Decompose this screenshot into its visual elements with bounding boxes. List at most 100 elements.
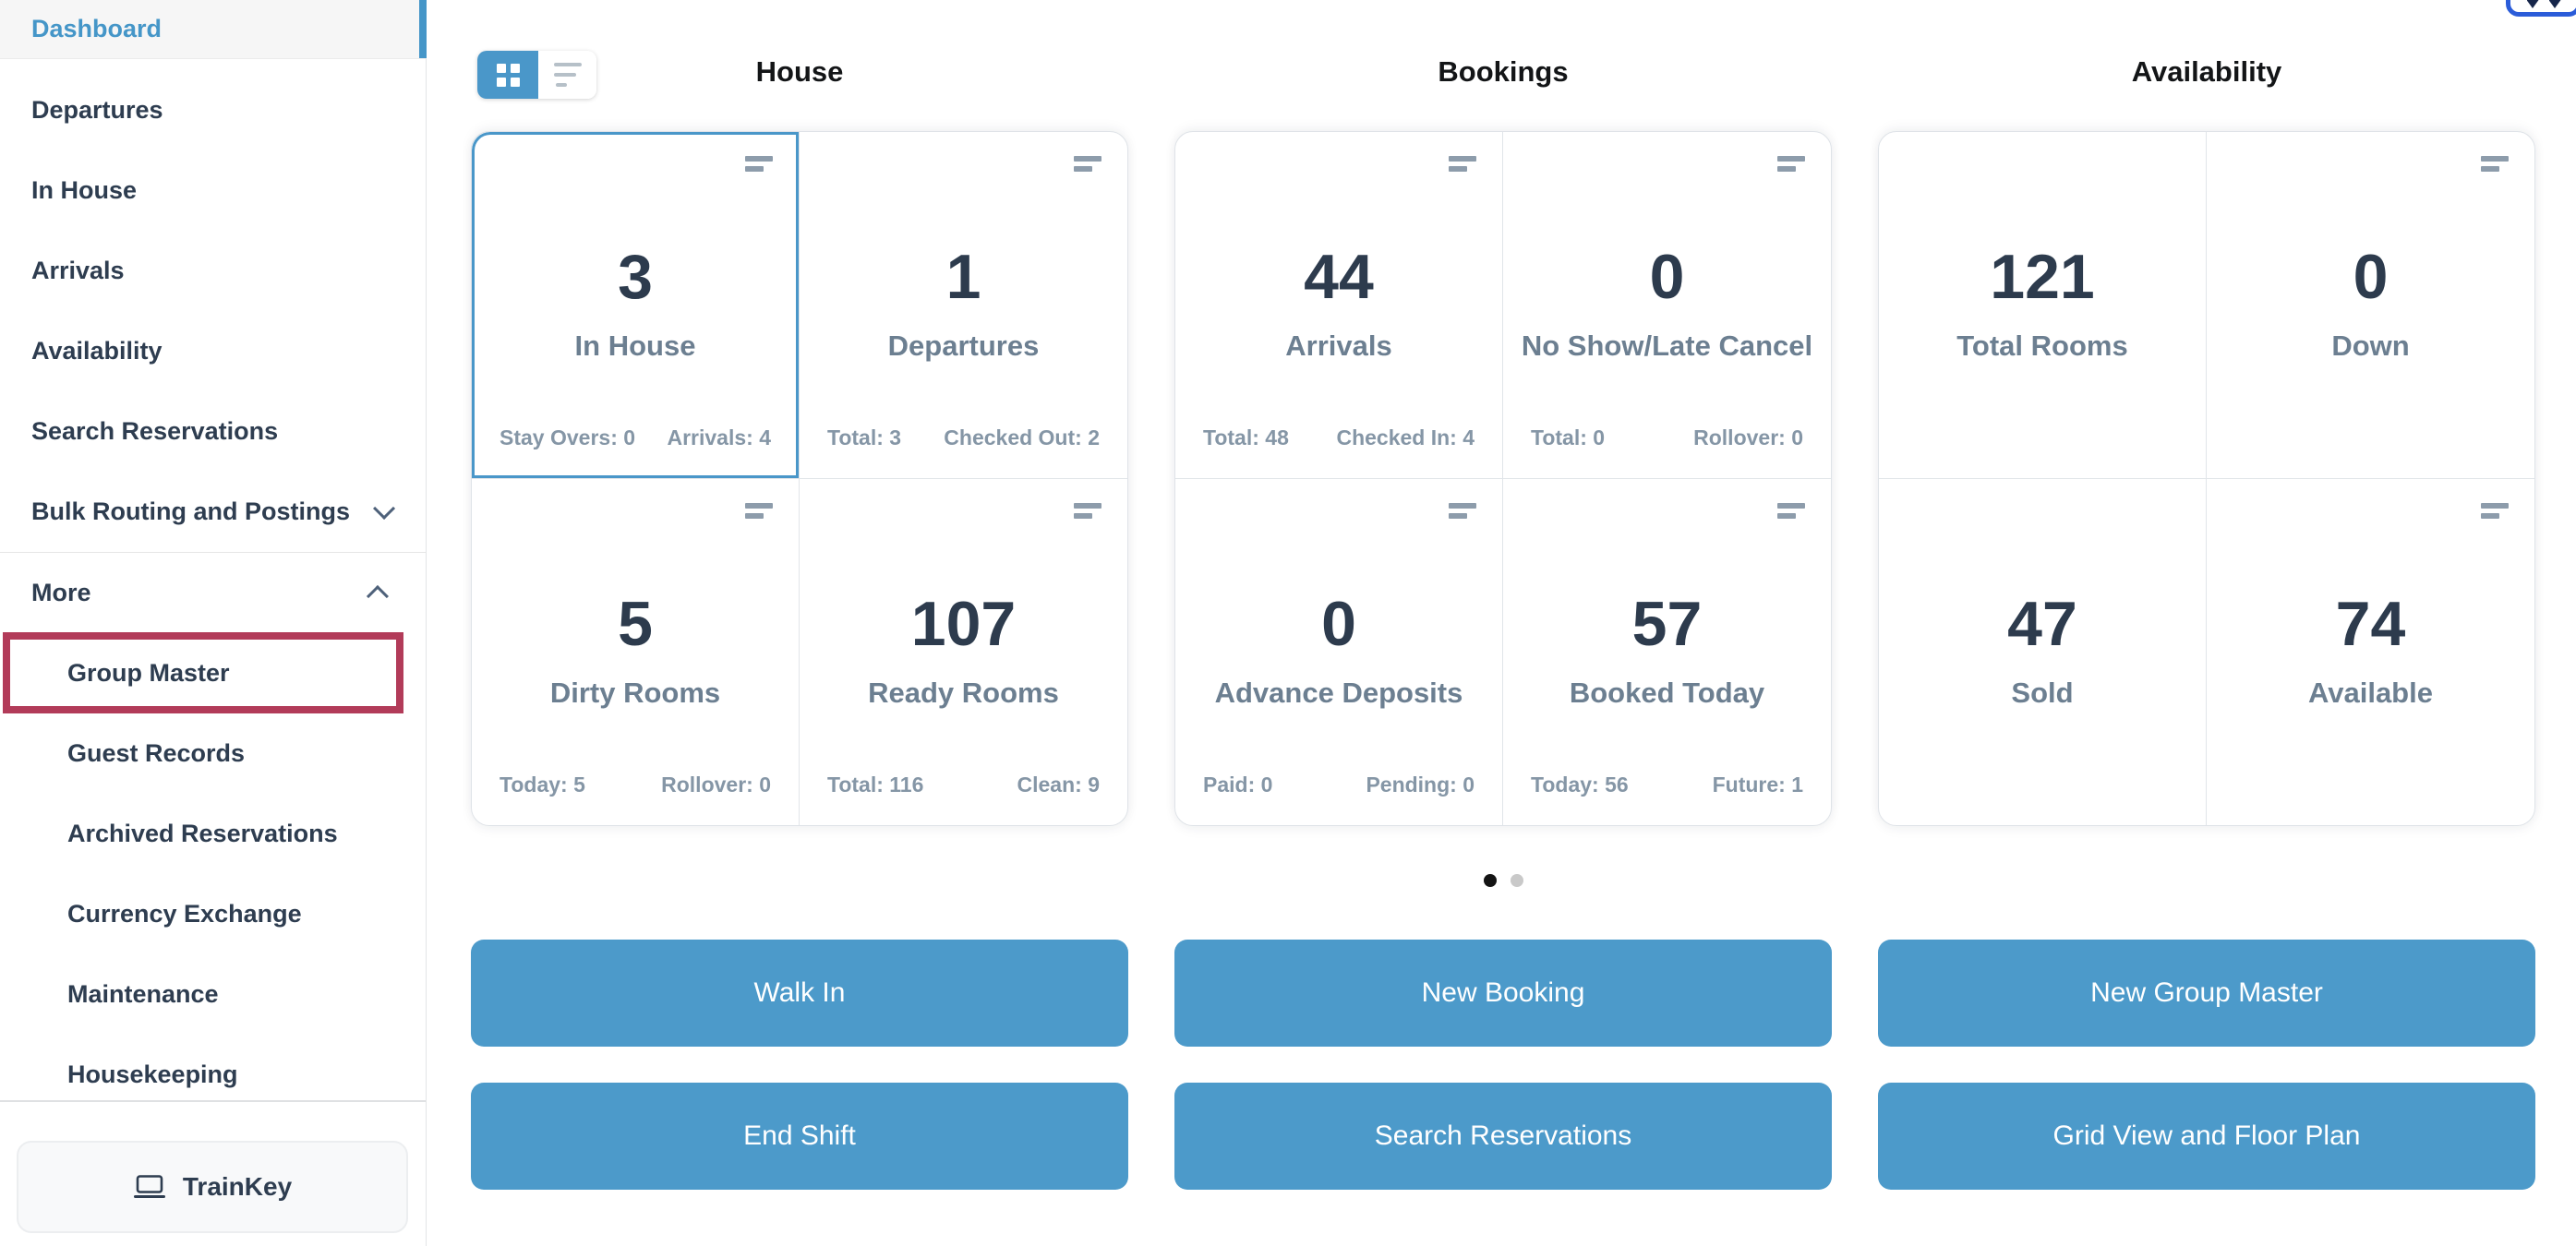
stat-footer-right: Checked In: 4 [1336,425,1475,449]
stats-lines-icon[interactable] [1777,502,1805,519]
stat-footer: Today: 5 Rollover: 0 [500,773,771,797]
sidebar-item-label: In House [31,176,138,204]
sidebar-item-housekeeping[interactable]: Housekeeping [0,1035,426,1115]
new-group-master-button[interactable]: New Group Master [1878,940,2535,1047]
stat-card-no-show-late-cancel[interactable]: 0 No Show/Late Cancel Total: 0 Rollover:… [1503,132,1831,479]
walk-in-button[interactable]: Walk In [471,940,1128,1047]
stats-lines-icon[interactable] [1449,156,1476,172]
sidebar-item-label: Group Master [67,658,230,687]
sidebar-item-maintenance[interactable]: Maintenance [0,954,426,1035]
stat-value: 74 [2335,588,2406,659]
stat-label: Booked Today [1569,676,1765,709]
sidebar: Dashboard Departures In House Arrivals A… [0,0,427,1246]
sidebar-item-archived-reservations[interactable]: Archived Reservations [0,794,426,874]
house-card-group: 3 In House Stay Overs: 0 Arrivals: 4 1 D… [471,131,1128,826]
stat-card-sold[interactable]: 47 Sold [1879,478,2207,825]
laptop-icon [133,1175,165,1198]
stat-card-total-rooms[interactable]: 121 Total Rooms [1879,132,2207,479]
sidebar-spacer [0,59,426,70]
sidebar-item-in-house[interactable]: In House [0,150,426,231]
sidebar-item-group-master[interactable]: Group Master [3,632,403,713]
corner-overlay-widget [2506,0,2576,17]
bookings-card-group: 44 Arrivals Total: 48 Checked In: 4 0 No… [1174,131,1832,826]
list-view-button[interactable] [538,51,596,99]
stats-lines-icon[interactable] [1777,156,1805,172]
sidebar-item-label: More [31,578,91,606]
sidebar-item-label: Archived Reservations [67,820,338,847]
stat-card-dirty-rooms[interactable]: 5 Dirty Rooms Today: 5 Rollover: 0 [472,478,800,825]
stat-footer: Total: 3 Checked Out: 2 [827,425,1100,450]
sidebar-item-label: Currency Exchange [67,900,302,928]
stat-footer-left: Total: 116 [827,773,924,797]
sidebar-item-label: Search Reservations [31,417,279,445]
stat-value: 0 [1649,242,1685,312]
view-toggle [477,51,596,99]
stat-footer-left: Paid: 0 [1203,773,1273,797]
stat-card-available[interactable]: 74 Available [2207,479,2534,826]
list-lines-icon [553,63,582,87]
stat-footer-right: Arrivals: 4 [667,425,771,449]
stat-label: No Show/Late Cancel [1521,329,1813,362]
trainkey-label: TrainKey [182,1172,293,1201]
pagination-dot-1[interactable] [1483,874,1497,887]
stat-card-down[interactable]: 0 Down [2207,132,2534,479]
new-booking-button[interactable]: New Booking [1174,940,1832,1047]
stat-value: 47 [2007,588,2077,659]
stat-footer: Today: 56 Future: 1 [1531,773,1803,797]
trainkey-button[interactable]: TrainKey [17,1141,408,1233]
stat-footer-right: Checked Out: 2 [944,425,1100,449]
stat-footer-right: Rollover: 0 [661,773,771,797]
sidebar-divider [0,1100,426,1102]
grid-icon [496,63,520,87]
stat-card-departures[interactable]: 1 Departures Total: 3 Checked Out: 2 [800,132,1127,479]
sidebar-item-guest-records[interactable]: Guest Records [0,713,426,794]
stat-footer-left: Total: 48 [1203,425,1289,449]
pagination-dot-2[interactable] [1510,874,1523,887]
sidebar-item-arrivals[interactable]: Arrivals [0,231,426,311]
stat-footer-left: Today: 5 [500,773,585,797]
stat-footer-right: Future: 1 [1712,773,1803,797]
stats-lines-icon[interactable] [2481,502,2509,519]
sidebar-item-availability[interactable]: Availability [0,311,426,391]
grid-view-button[interactable] [477,51,538,99]
section-title-availability: Availability [2131,55,2282,88]
sidebar-item-currency-exchange[interactable]: Currency Exchange [0,874,426,954]
stat-label: Ready Rooms [868,676,1059,709]
stat-footer-left: Stay Overs: 0 [500,425,636,449]
stats-lines-icon[interactable] [745,502,773,519]
stat-footer-left: Total: 0 [1531,425,1606,449]
stat-card-ready-rooms[interactable]: 107 Ready Rooms Total: 116 Clean: 9 [800,479,1127,826]
stat-value: 3 [618,242,653,312]
sidebar-item-label: Bulk Routing and Postings [31,497,350,525]
end-shift-button[interactable]: End Shift [471,1083,1128,1190]
stat-value: 1 [945,242,981,312]
stat-card-groups: 3 In House Stay Overs: 0 Arrivals: 4 1 D… [471,131,2535,826]
stat-value: 107 [910,588,1017,659]
sidebar-item-more[interactable]: More [0,552,426,632]
stat-card-in-house[interactable]: 3 In House Stay Overs: 0 Arrivals: 4 [472,132,800,479]
sidebar-item-search-reservations[interactable]: Search Reservations [0,391,426,472]
chevron-down-icon [373,497,396,520]
stats-lines-icon[interactable] [1074,156,1101,172]
stat-value: 121 [1990,242,2095,312]
grid-view-floor-plan-button[interactable]: Grid View and Floor Plan [1878,1083,2535,1190]
stats-lines-icon[interactable] [2481,156,2509,172]
stat-card-booked-today[interactable]: 57 Booked Today Today: 56 Future: 1 [1503,479,1831,826]
section-title-bookings: Bookings [1438,55,1569,88]
stats-lines-icon[interactable] [745,156,773,172]
sidebar-item-departures[interactable]: Departures [0,70,426,150]
stat-card-arrivals[interactable]: 44 Arrivals Total: 48 Checked In: 4 [1175,132,1503,479]
stats-lines-icon[interactable] [1449,502,1476,519]
sidebar-item-dashboard[interactable]: Dashboard [0,0,427,59]
sidebar-item-label: Dashboard [31,15,163,42]
stat-value: 44 [1304,242,1374,312]
sidebar-item-bulk-routing-and-postings[interactable]: Bulk Routing and Postings [0,472,426,552]
stat-label: Departures [887,329,1040,362]
stat-footer-left: Total: 3 [827,425,902,449]
search-reservations-button[interactable]: Search Reservations [1174,1083,1832,1190]
stat-value: 0 [1321,588,1356,659]
availability-card-group: 121 Total Rooms 0 Down 47 Sold 74 Availa… [1878,131,2535,826]
stat-footer-left: Today: 56 [1531,773,1629,797]
stats-lines-icon[interactable] [1074,502,1101,519]
stat-card-advance-deposits[interactable]: 0 Advance Deposits Paid: 0 Pending: 0 [1175,478,1503,825]
